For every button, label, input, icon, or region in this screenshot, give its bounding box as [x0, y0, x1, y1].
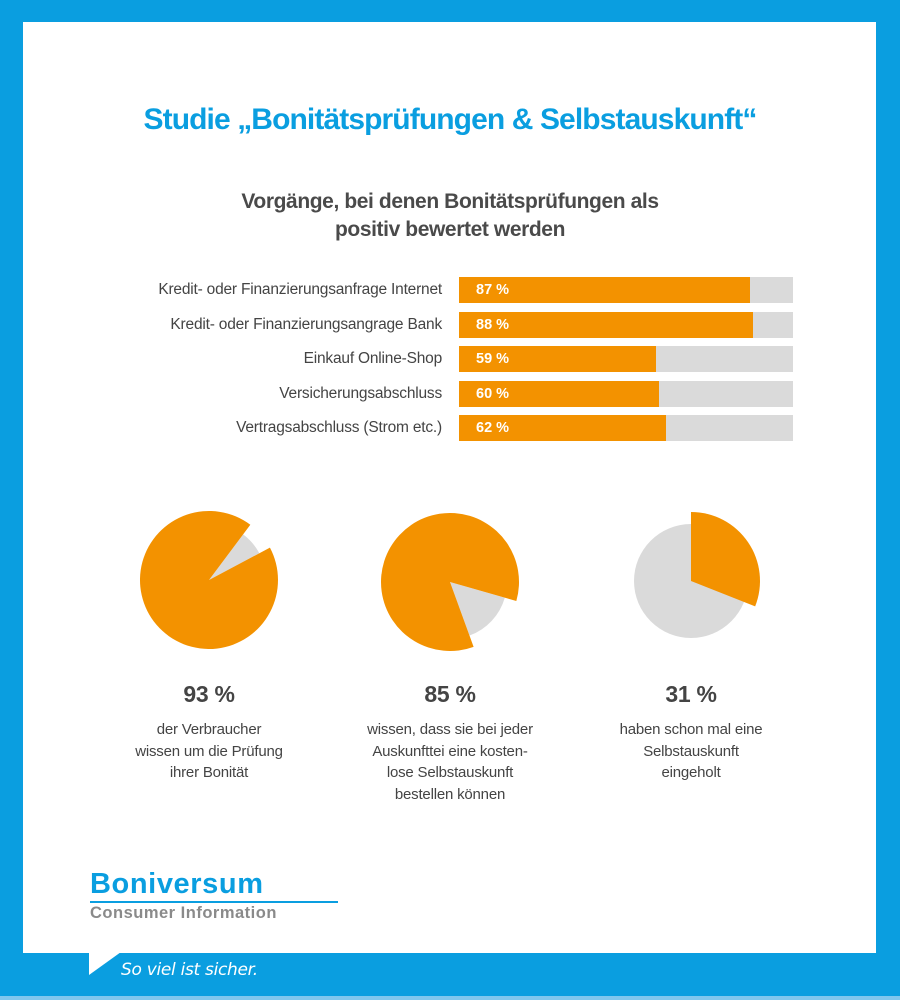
bar-row: Kredit- oder Finanzierungsanfrage Intern… [0, 277, 900, 303]
pie-value-label: 31 % [665, 681, 717, 707]
pie-slice-rest [209, 534, 260, 580]
logo-name: Boniversum [90, 868, 264, 900]
pie-caption-line: wissen um die Prüfung [135, 742, 283, 760]
bottom-strip [0, 996, 900, 1000]
bar-row: Vertragsabschluss (Strom etc.) 62 % [0, 415, 900, 441]
bar-fill [459, 380, 660, 407]
bar-track: 60 % [459, 380, 793, 407]
bar-value-label: 60 % [476, 385, 510, 402]
pie-caption-line: der Verbraucher [156, 721, 262, 738]
pie-caption-line: Selbstauskunft [643, 742, 739, 760]
bar-category-label: Kredit- oder Finanzierungsangrage Bank [170, 315, 442, 333]
bar-fill [459, 311, 753, 338]
pie-slice-rest [450, 582, 505, 636]
pie-caption-line: ihrer Bonität [169, 764, 249, 781]
pie-caption-line: haben schon mal eine [619, 721, 763, 738]
bar-fill [459, 346, 657, 372]
chart-subtitle: Vorgänge, bei denen Bonitätsprüfungen al… [0, 188, 900, 244]
bar-row: Kredit- oder Finanzierungsangrage Bank 88… [0, 311, 900, 338]
pie-slice-main [139, 510, 278, 649]
bar-row: Versicherungsabschluss 60 % [0, 380, 900, 407]
bar-row: Einkauf Online-Shop 59 % [0, 346, 900, 372]
chart-subtitle-line-2: positiv bewertet werden [334, 218, 566, 241]
content-panel [23, 22, 876, 953]
bar-track: 59 % [459, 346, 793, 372]
pie-caption-line: bestellen können [394, 785, 506, 803]
pie-caption-line: lose Selbstauskunft [386, 764, 514, 781]
pie-chart [139, 510, 278, 649]
page-title: Studie „Bonitätsprüfungen & Selbstauskun… [143, 103, 758, 136]
bar-category-label: Einkauf Online-Shop [303, 350, 443, 367]
bar-category-label: Kredit- oder Finanzierungsanfrage Intern… [158, 281, 442, 298]
pie-caption: der Verbraucher wissen um die Prüfung ihre… [89, 719, 329, 784]
bar-value-label: 62 % [476, 420, 510, 436]
bar-value-label: 87 % [476, 282, 510, 298]
pie-slice-main [381, 513, 520, 652]
bar-track: 87 % [459, 277, 793, 303]
pie-chart [381, 513, 520, 652]
pie-slice-main [691, 512, 760, 607]
footer-slogan: So viel ist sicher. [121, 960, 258, 980]
bar-fill [459, 277, 750, 303]
pie-stat: 31 % haben schon mal eine Selbstauskunft ei… [571, 680, 811, 784]
pie-caption-line: Auskunfttei eine kosten- [372, 742, 528, 760]
boniversum-logo: Boniversum Consumer Information [90, 868, 350, 923]
bar-track: 88 % [459, 311, 793, 338]
pie-caption: haben schon mal eine Selbstauskunft eingeh… [571, 719, 811, 784]
bar-value-label: 88 % [476, 316, 510, 333]
pie-value-label: 85 % [424, 681, 476, 707]
bar-track: 62 % [459, 415, 793, 441]
bar-value-label: 59 % [476, 351, 510, 367]
pie-caption: wissen, dass sie bei jeder Auskunfttei ei… [330, 719, 570, 805]
logo-divider [90, 901, 338, 903]
bar-category-label: Versicherungsabschluss [279, 384, 442, 402]
pie-caption-line: eingeholt [661, 764, 721, 781]
bar-category-label: Vertragsabschluss (Strom etc.) [236, 419, 442, 436]
pie-caption-line: wissen, dass sie bei jeder [367, 721, 533, 738]
pie-stat: 85 % wissen, dass sie bei jeder Auskunftte… [330, 680, 570, 805]
pie-value-label: 93 % [183, 681, 235, 707]
chart-subtitle-line-1: Vorgänge, bei denen Bonitätsprüfungen al… [241, 190, 659, 213]
pie-stat: 93 % der Verbraucher wissen um die Prüfung… [89, 680, 329, 784]
logo-tagline: Consumer Information [90, 904, 277, 922]
pie-chart [634, 512, 760, 638]
bar-fill [459, 415, 667, 441]
